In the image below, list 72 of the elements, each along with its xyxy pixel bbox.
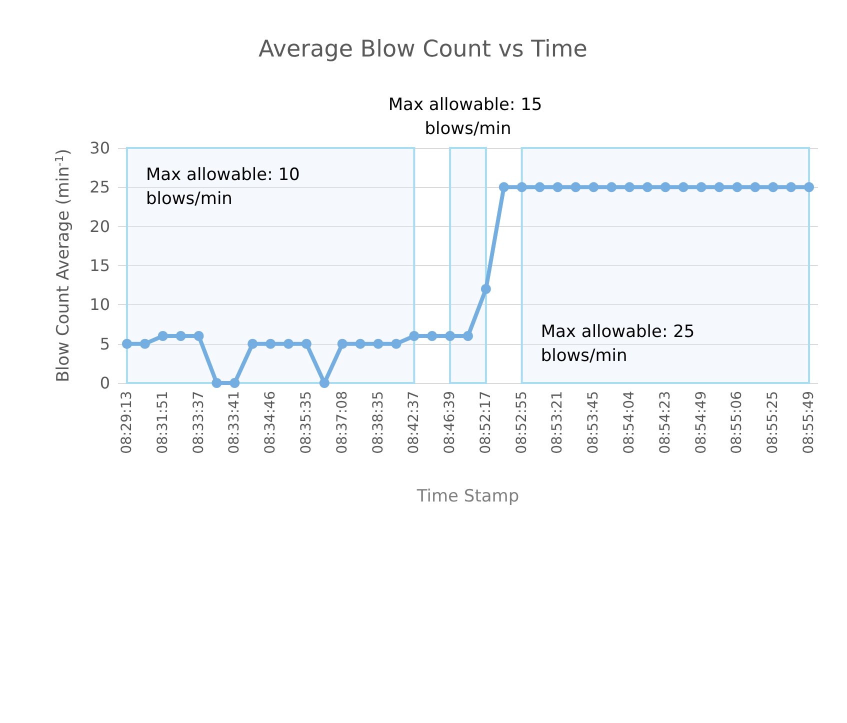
point [516,182,527,192]
point [714,182,724,192]
point [750,182,760,192]
point [570,182,581,192]
y-tick-label: 5 [100,334,110,354]
band-label: Max allowable: 25 blows/min [540,322,700,366]
point [678,182,688,192]
y-tick-label: 15 [90,256,110,275]
point [158,331,168,341]
x-tick-label: 08:31:51 [154,391,171,454]
x-axis-title: Time Stamp [416,486,520,506]
point [194,331,204,341]
point [140,338,150,349]
point [301,338,312,349]
point [176,331,186,341]
point [266,338,276,349]
point [804,182,814,192]
x-tick-label: 08:54:23 [657,391,674,454]
x-tick-label: 08:35:35 [298,391,314,454]
point [588,182,599,192]
x-tick-label: 08:33:41 [226,391,243,454]
x-tick-label: 08:42:37 [406,391,422,454]
point [606,182,617,192]
x-tick-label: 08:29:13 [118,391,135,454]
x-tick-label: 08:55:25 [765,391,782,454]
point [624,182,635,192]
y-tick-label: 25 [90,178,110,197]
x-tick-label: 08:53:21 [550,391,566,454]
point [212,378,222,388]
y-tick-label: 10 [90,295,110,314]
point [660,182,670,192]
point [355,338,366,349]
point [642,182,652,192]
point [463,331,473,341]
y-tick-label: 30 [90,138,110,158]
band-label: Max allowable: 15 blows/min [388,95,548,139]
point [409,331,420,341]
point [552,182,563,192]
x-tick-label: 08:54:04 [622,390,638,454]
point [248,338,258,349]
x-tick-label: 08:52:17 [478,391,494,454]
point [284,338,294,349]
x-tick-label: 08:38:35 [370,391,386,454]
point [445,331,456,341]
point [768,182,778,192]
point [498,182,509,192]
x-tick-label: 08:37:08 [334,391,350,454]
point [391,338,402,349]
band-label: Max allowable: 10 blows/min [146,165,306,209]
point [122,338,132,349]
y-tick-label: 20 [90,216,110,236]
x-tick-label: 08:46:39 [442,391,458,454]
point [230,378,240,388]
x-tick-label: 08:33:37 [190,391,207,454]
x-tick-label: 08:54:49 [693,391,710,454]
x-tick-label: 08:53:45 [586,391,602,454]
x-tick-label: 08:55:49 [801,391,818,454]
x-tick-label: 08:55:06 [729,390,746,454]
point [480,284,491,294]
point [427,331,438,341]
x-tick-label: 08:52:55 [514,391,530,454]
point [732,182,742,192]
chart-title: Average Blow Count vs Time [258,36,588,62]
y-axis-title: Blow Count Average (min-1) [53,148,74,382]
point [337,338,348,349]
point [696,182,706,192]
point [319,378,330,388]
point [534,182,545,192]
y-tick-label: 0 [100,374,110,392]
point [373,338,384,349]
point [786,182,796,192]
x-tick-label: 08:34:46 [262,390,279,454]
